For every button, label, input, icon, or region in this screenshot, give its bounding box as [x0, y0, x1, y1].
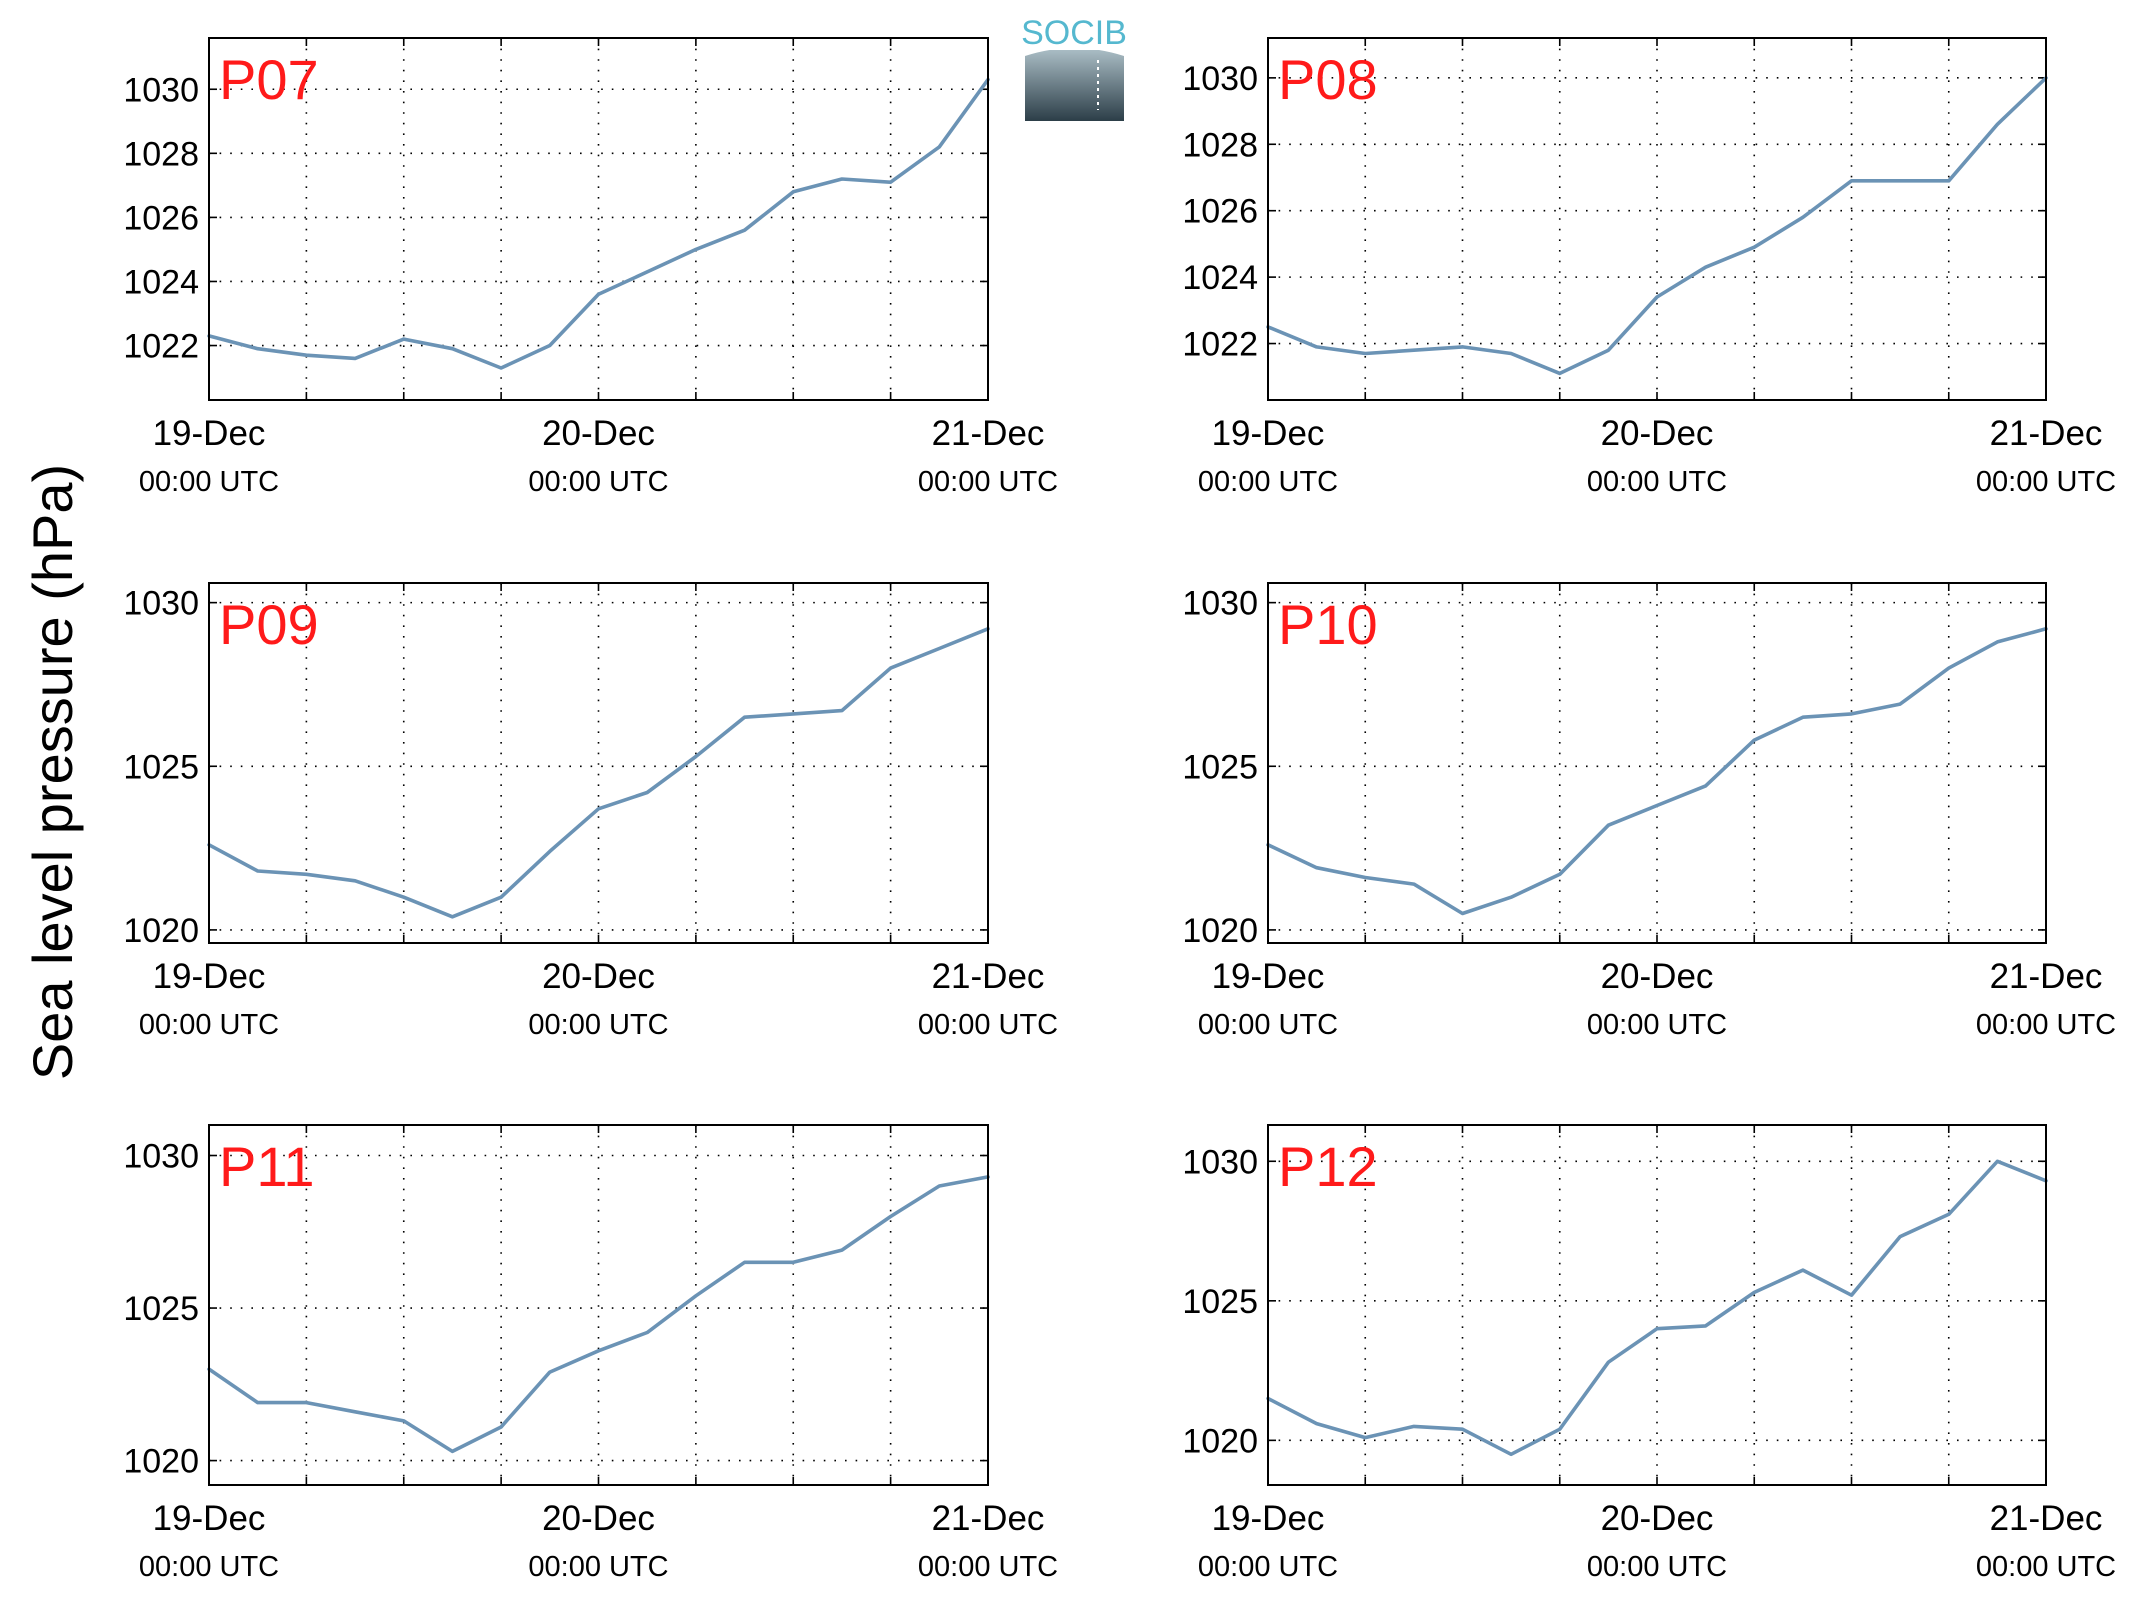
axes-frame	[208, 1124, 989, 1486]
y-tick-label: 1030	[1182, 1143, 1258, 1181]
x-tick-label: 21-Dec	[1990, 1499, 2103, 1538]
y-tick-label: 1026	[123, 199, 199, 237]
axes-frame	[1267, 1124, 2047, 1486]
y-tick-label: 1020	[123, 1443, 199, 1481]
x-tick-label: 19-Dec	[1212, 1499, 1325, 1538]
y-tick-label: 1030	[1182, 60, 1258, 98]
socib-logo-text: SOCIB	[1021, 14, 1127, 52]
y-tick-label: 1028	[123, 135, 199, 173]
x-tick-label: 21-Dec	[932, 957, 1045, 996]
x-tick-sublabel: 00:00 UTC	[918, 1009, 1058, 1041]
y-tick-label: 1030	[123, 585, 199, 623]
x-tick-sublabel: 00:00 UTC	[1587, 1009, 1727, 1041]
series-line	[207, 627, 990, 919]
x-tick-sublabel: 00:00 UTC	[528, 1009, 668, 1041]
x-tick-label: 20-Dec	[1601, 414, 1714, 453]
axes-frame	[1267, 37, 2047, 401]
y-tick-label: 1030	[123, 1138, 199, 1176]
y-tick-label: 1025	[1182, 1283, 1258, 1321]
panel-label: P10	[1278, 593, 1378, 656]
x-tick-label: 19-Dec	[153, 1499, 266, 1538]
socib-logo-wave	[1025, 48, 1124, 56]
socib-logo: SOCIB	[1021, 14, 1127, 121]
x-tick-sublabel: 00:00 UTC	[1976, 1009, 2116, 1041]
x-tick-label: 21-Dec	[1990, 414, 2103, 453]
x-tick-sublabel: 00:00 UTC	[139, 466, 279, 498]
x-tick-label: 21-Dec	[932, 1499, 1045, 1538]
x-tick-sublabel: 00:00 UTC	[1976, 466, 2116, 498]
panel-p07: 1022 1024 1026 1028 1030 19-Dec 00:00 UTC 20-De…	[123, 37, 1058, 498]
x-tick-sublabel: 00:00 UTC	[1587, 1551, 1727, 1583]
x-tick-label: 21-Dec	[932, 414, 1045, 453]
x-tick-sublabel: 00:00 UTC	[1976, 1551, 2116, 1583]
panel-p10: 1020 1025 1030 19-Dec 00:00 UTC 20-Dec 00:00 U…	[1182, 582, 2116, 1041]
y-tick-label: 1028	[1182, 126, 1258, 164]
x-tick-label: 20-Dec	[542, 1499, 655, 1538]
x-tick-sublabel: 00:00 UTC	[139, 1009, 279, 1041]
y-tick-label: 1025	[123, 1290, 199, 1328]
y-tick-label: 1030	[1182, 585, 1258, 623]
y-axis-label: Sea level pressure (hPa)	[21, 464, 84, 1080]
plot-area	[1268, 1125, 2046, 1485]
axes-frame	[1267, 582, 2047, 944]
x-tick-label: 19-Dec	[153, 957, 266, 996]
x-tick-sublabel: 00:00 UTC	[1198, 1551, 1338, 1583]
series-line	[207, 77, 990, 370]
axes-frame	[208, 37, 989, 401]
y-tick-label: 1025	[123, 748, 199, 786]
panel-p09: 1020 1025 1030 19-Dec 00:00 UTC 20-Dec 00:00 U…	[123, 582, 1058, 1041]
x-tick-sublabel: 00:00 UTC	[918, 466, 1058, 498]
y-tick-label: 1020	[1182, 912, 1258, 950]
y-tick-label: 1030	[123, 71, 199, 109]
x-tick-label: 20-Dec	[1601, 957, 1714, 996]
y-tick-label: 1020	[1182, 1422, 1258, 1460]
x-tick-label: 19-Dec	[1212, 414, 1325, 453]
x-tick-label: 20-Dec	[1601, 1499, 1714, 1538]
x-tick-sublabel: 00:00 UTC	[139, 1551, 279, 1583]
x-tick-label: 19-Dec	[153, 414, 266, 453]
x-tick-sublabel: 00:00 UTC	[1198, 1009, 1338, 1041]
x-tick-sublabel: 00:00 UTC	[918, 1551, 1058, 1583]
socib-logo-gradient	[1025, 50, 1124, 121]
plot-area	[209, 583, 988, 943]
plot-area	[209, 1125, 988, 1485]
panel-label: P11	[219, 1135, 314, 1198]
x-tick-label: 20-Dec	[542, 957, 655, 996]
series-line	[207, 1175, 990, 1454]
panel-p11: 1020 1025 1030 19-Dec 00:00 UTC 20-Dec 00:00 U…	[123, 1124, 1058, 1583]
y-tick-label: 1025	[1182, 748, 1258, 786]
panel-label: P07	[219, 48, 319, 111]
series-line	[1266, 627, 2048, 916]
x-tick-sublabel: 00:00 UTC	[528, 1551, 668, 1583]
y-tick-label: 1024	[1182, 259, 1258, 297]
y-tick-label: 1020	[123, 912, 199, 950]
panel-p08: 1022 1024 1026 1028 1030 19-Dec 00:00 UTC 20-De…	[1182, 37, 2116, 498]
axes-frame	[208, 582, 989, 944]
panel-label: P09	[219, 593, 319, 656]
x-tick-sublabel: 00:00 UTC	[528, 466, 668, 498]
panel-label: P08	[1278, 48, 1378, 111]
x-tick-sublabel: 00:00 UTC	[1198, 466, 1338, 498]
x-tick-sublabel: 00:00 UTC	[1587, 466, 1727, 498]
x-tick-label: 21-Dec	[1990, 957, 2103, 996]
series-line	[1266, 76, 2048, 376]
y-tick-label: 1026	[1182, 193, 1258, 231]
x-tick-label: 20-Dec	[542, 414, 655, 453]
y-tick-label: 1024	[123, 263, 199, 301]
y-tick-label: 1022	[123, 328, 199, 366]
panel-label: P12	[1278, 1135, 1378, 1198]
series-line	[1266, 1159, 2048, 1457]
x-tick-label: 19-Dec	[1212, 957, 1325, 996]
panels: 1022 1024 1026 1028 1030 19-Dec 00:00 UTC 20-De…	[123, 37, 2116, 1583]
y-tick-label: 1022	[1182, 326, 1258, 364]
panel-p12: 1020 1025 1030 19-Dec 00:00 UTC 20-Dec 00:00 U…	[1182, 1124, 2116, 1583]
